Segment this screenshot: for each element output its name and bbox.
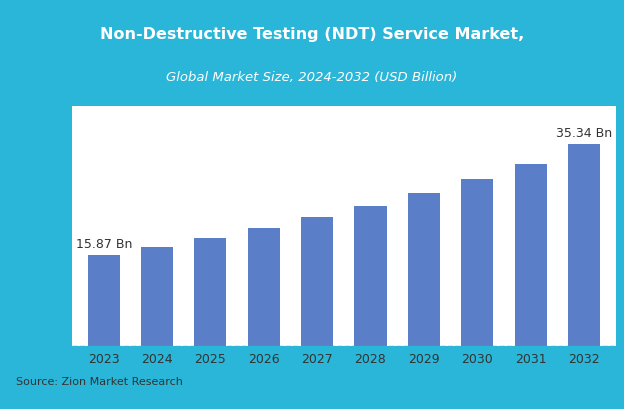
Bar xyxy=(408,193,440,346)
Bar xyxy=(515,164,547,346)
Bar xyxy=(568,144,600,346)
Text: 15.87 Bn: 15.87 Bn xyxy=(76,238,132,251)
Text: Source: Zion Market Research: Source: Zion Market Research xyxy=(16,377,182,387)
Bar xyxy=(248,228,280,346)
Bar xyxy=(88,255,120,346)
Bar xyxy=(195,238,227,346)
Bar xyxy=(461,179,493,346)
Text: Global Market Size, 2024-2032 (USD Billion): Global Market Size, 2024-2032 (USD Billi… xyxy=(167,71,457,84)
Text: CAGR :  9.30%: CAGR : 9.30% xyxy=(124,125,235,139)
Bar xyxy=(301,218,333,346)
Text: 35.34 Bn: 35.34 Bn xyxy=(556,127,612,140)
Text: Non-Destructive Testing (NDT) Service Market,: Non-Destructive Testing (NDT) Service Ma… xyxy=(100,27,524,42)
Bar xyxy=(354,206,386,346)
Bar xyxy=(141,247,173,346)
